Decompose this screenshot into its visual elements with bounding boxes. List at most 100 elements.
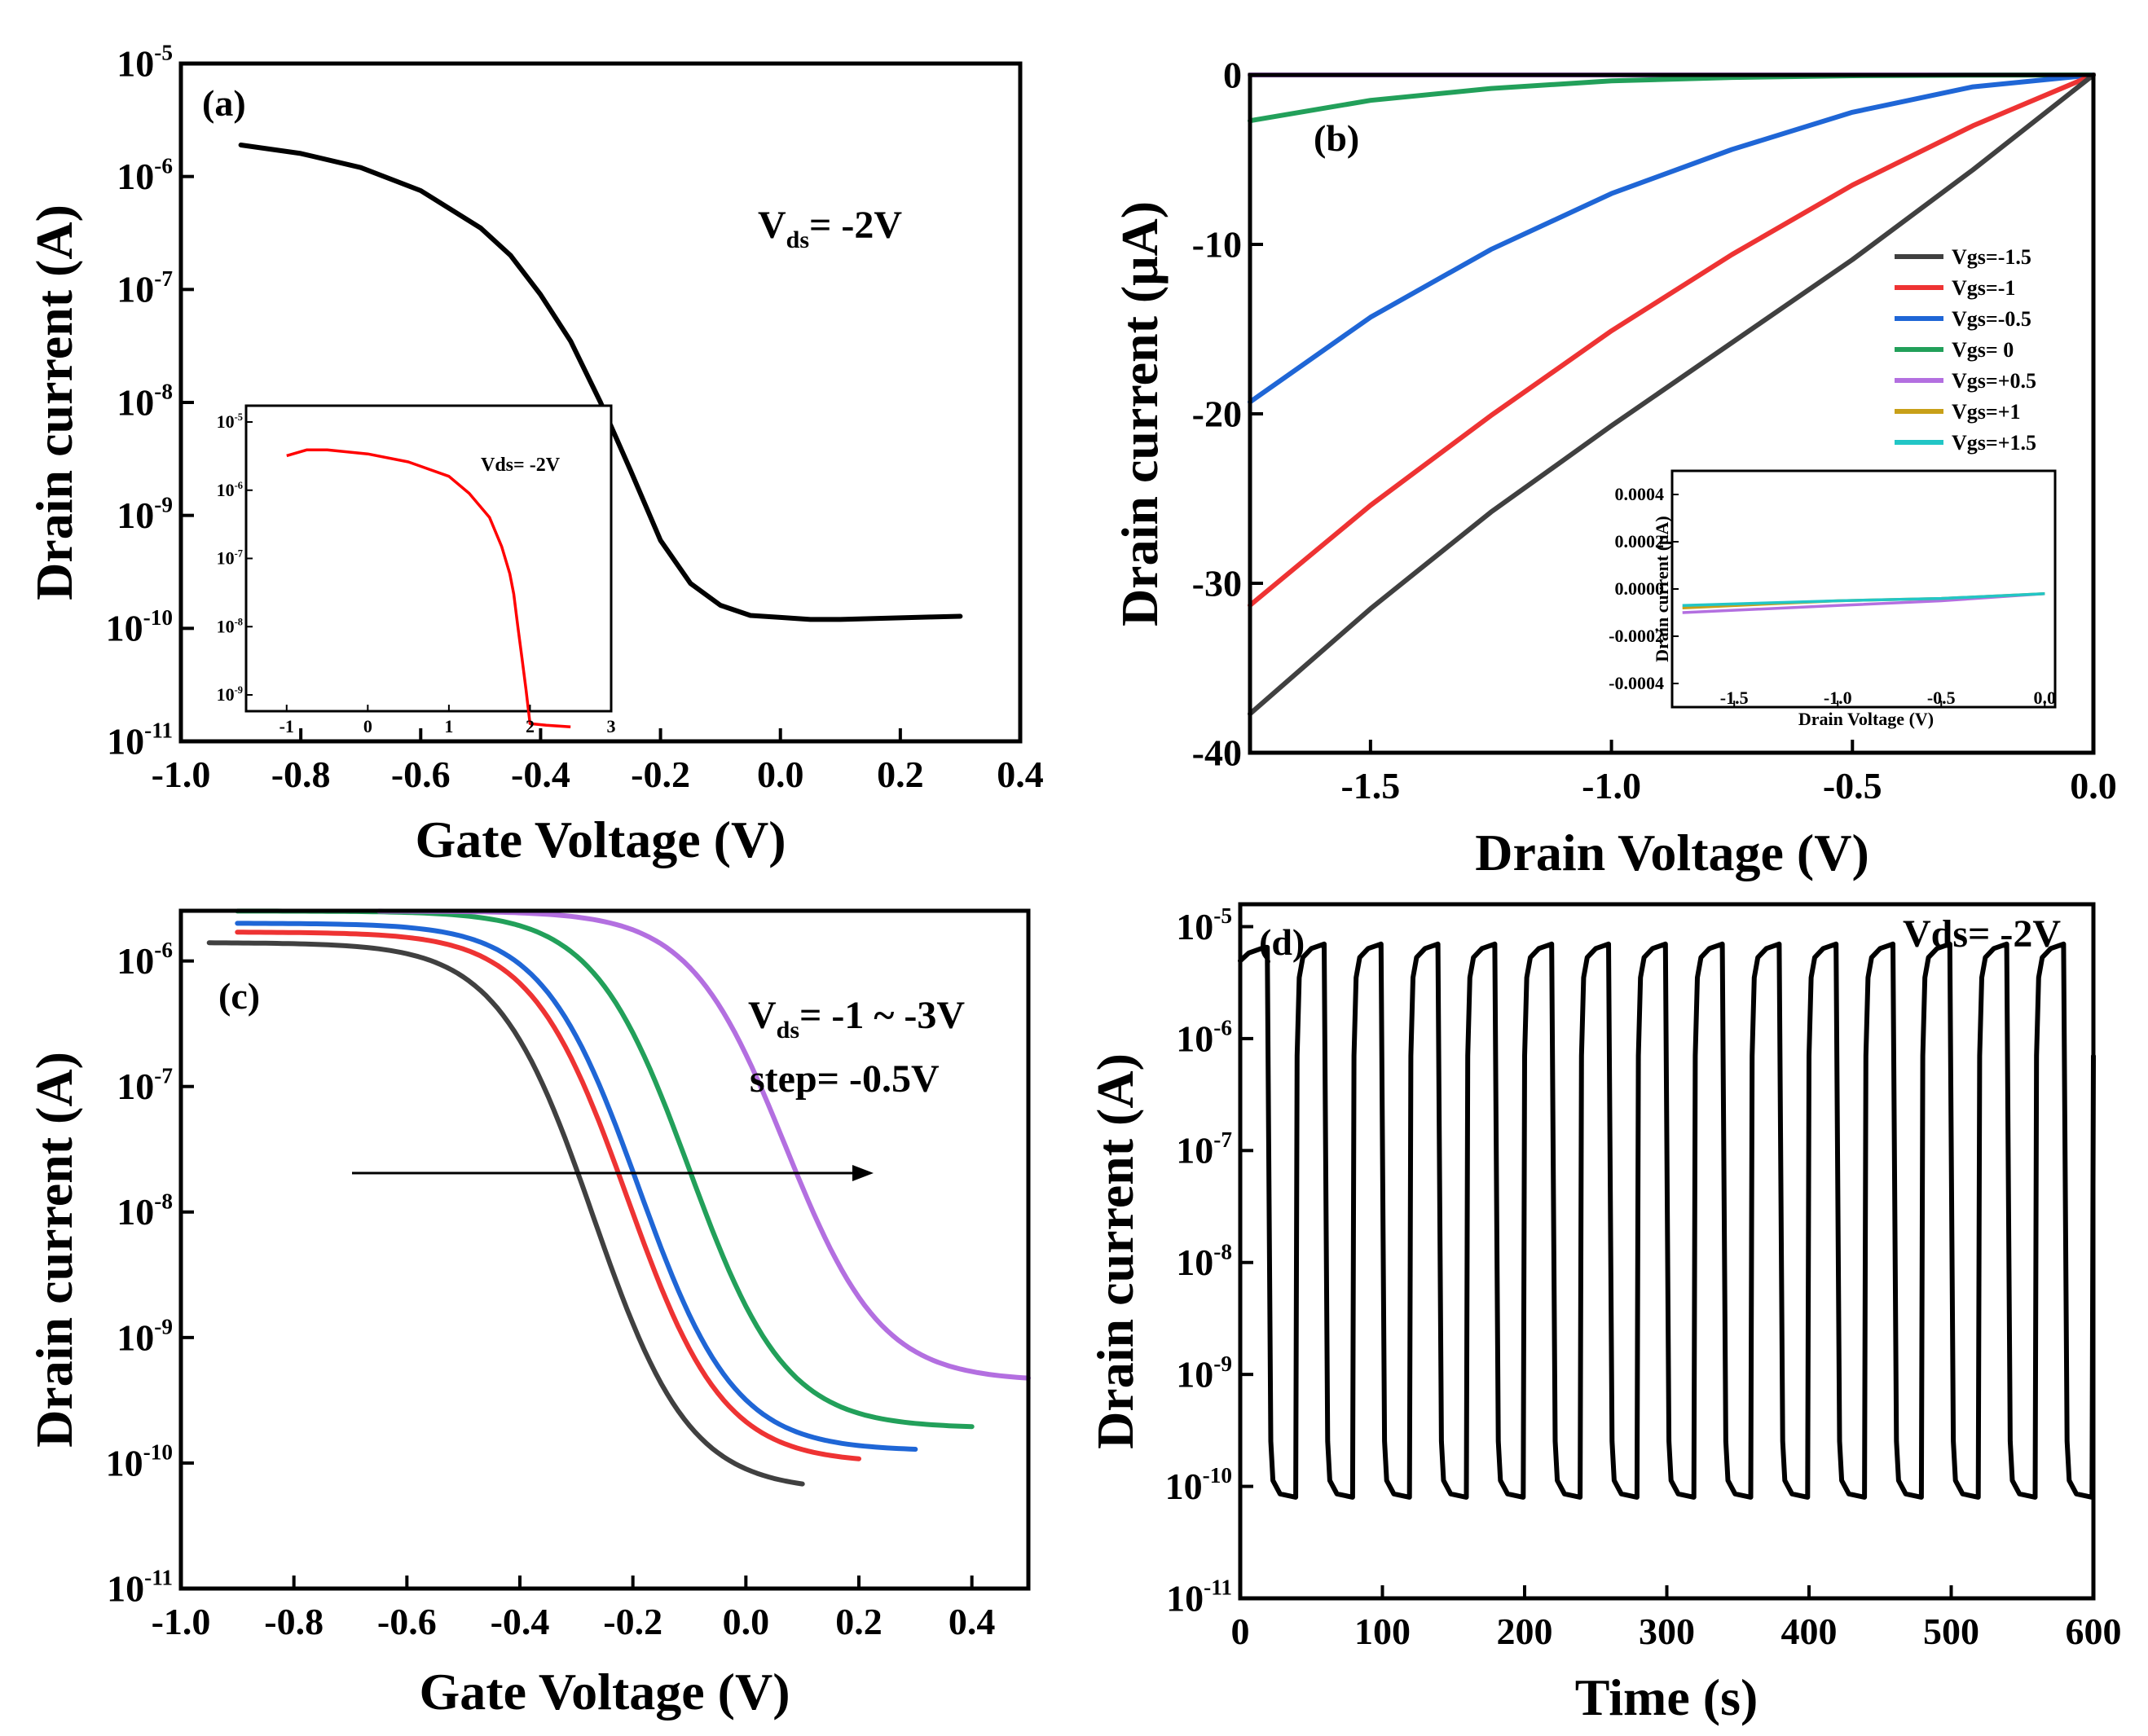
a-inset-y-tick-label: 10-6 xyxy=(217,480,243,500)
c-panel-label: (c) xyxy=(218,975,260,1017)
a-y-ticks: 10-11 10-10 10-9 10-8 10-7 10-6 10-5 xyxy=(106,41,194,762)
b-series-line xyxy=(1248,73,2096,124)
d-y-tick-label: 10-6 xyxy=(1176,1016,1232,1060)
b-legend: Vgs=-1.5 Vgs=-1 Vgs=-0.5 Vgs= 0 Vgs=+0.5 Vgs=… xyxy=(1895,245,2036,455)
c-y-tick-label: 10-10 xyxy=(106,1440,173,1484)
b-y-tick-label: -20 xyxy=(1192,393,1242,434)
c-y-tick-label: 10-9 xyxy=(117,1314,173,1358)
c-shift-arrow xyxy=(352,1165,874,1181)
a-x-tick-label: 0.4 xyxy=(997,754,1044,795)
c-x-tick-label: 0.4 xyxy=(949,1601,996,1642)
b-x-axis-label: Drain Voltage (V) xyxy=(1475,824,1869,881)
a-x-tick-label: 0.2 xyxy=(877,754,924,795)
a-y-tick-label: 10-10 xyxy=(106,605,173,649)
a-inset-x-tick-label: 0 xyxy=(363,716,372,736)
a-x-tick-label: -1.0 xyxy=(152,754,211,795)
b-inset-plot-area xyxy=(1682,592,2045,614)
a-x-tick-label: -0.4 xyxy=(511,754,570,795)
b-inset-x-axis-label: Drain Voltage (V) xyxy=(1798,709,1934,729)
c-series-line xyxy=(235,921,918,1452)
b-inset-x-tick-label: -1.5 xyxy=(1720,688,1749,708)
a-inset-annotation: Vds= -2V xyxy=(481,455,561,476)
c-y-tick-label: 10-8 xyxy=(117,1189,173,1233)
a-plot-area xyxy=(238,143,963,622)
b-legend-label: Vgs= 0 xyxy=(1952,338,2014,362)
c-y-tick-label: 10-6 xyxy=(117,938,173,982)
a-panel-label: (a) xyxy=(202,82,246,124)
d-y-tick-label: 10-5 xyxy=(1176,903,1232,947)
d-x-tick-label: 300 xyxy=(1639,1611,1695,1652)
d-y-axis-label: Drain current (A) xyxy=(1086,1053,1144,1449)
d-panel-label: (d) xyxy=(1259,921,1305,963)
c-x-tick-label: -1.0 xyxy=(152,1601,211,1642)
a-x-axis-label: Gate Voltage (V) xyxy=(415,811,786,868)
d-y-ticks: 10-11 10-10 10-9 10-8 10-7 10-6 10-5 xyxy=(1165,903,1253,1619)
a-y-tick-label: 10-6 xyxy=(117,153,173,197)
d-x-tick-label: 400 xyxy=(1781,1611,1838,1652)
b-x-tick-label: -1.5 xyxy=(1340,765,1400,806)
c-step-annotation: step= -0.5V xyxy=(750,1057,940,1101)
b-inset-y-axis-label: Drain current (μA) xyxy=(1652,516,1672,661)
b-inset-y-tick-label: 0.0002 xyxy=(1615,531,1665,552)
a-inset-y-tick-label: 10-7 xyxy=(217,548,243,569)
b-x-ticks: -1.5 -1.0 -0.5 0.0 xyxy=(1340,740,2117,806)
c-x-tick-label: -0.2 xyxy=(603,1601,662,1642)
b-inset-y-tick-label: 0.0000 xyxy=(1615,578,1665,599)
panel-c: -1.0 -0.8 -0.6 -0.4 -0.2 0.0 0.2 0.4 10-11 10-10… xyxy=(25,908,1031,1721)
b-inset-y-tick-label: 0.0004 xyxy=(1615,484,1665,504)
a-y-axis-label: Drain current (A) xyxy=(25,204,83,600)
a-series-line xyxy=(238,143,963,622)
b-inset-y-tick-label: -0.0004 xyxy=(1609,673,1664,693)
a-inset-x-tick-label: 1 xyxy=(444,716,453,736)
a-y-tick-label: 10-8 xyxy=(117,380,173,424)
a-x-tick-label: 0.0 xyxy=(757,754,804,795)
b-inset: -1.5 -1.0 -0.5 0.0 0.0004 0.0002 0.0000 -0.000… xyxy=(1609,469,2057,729)
a-inset-x-tick-label: 3 xyxy=(607,716,616,736)
a-y-tick-label: 10-9 xyxy=(117,492,173,536)
b-series-line xyxy=(1248,73,2096,608)
a-inset-frame xyxy=(244,404,613,713)
c-x-tick-label: -0.8 xyxy=(264,1601,324,1642)
b-x-tick-label: 0.0 xyxy=(2070,765,2117,806)
b-inset-x-ticks: -1.5 -1.0 -0.5 0.0 xyxy=(1720,688,2056,708)
b-panel-label: (b) xyxy=(1314,117,1359,159)
c-y-ticks: 10-11 10-10 10-9 10-8 10-7 10-6 xyxy=(106,938,194,1609)
b-legend-label: Vgs=+1.5 xyxy=(1952,431,2036,455)
d-x-tick-label: 100 xyxy=(1354,1611,1411,1652)
b-series-line xyxy=(1248,73,2096,405)
c-series-line xyxy=(376,908,1031,1381)
a-x-tick-label: -0.8 xyxy=(271,754,331,795)
a-inset-y-ticks: 10-9 10-8 10-7 10-6 10-5 xyxy=(217,411,253,705)
a-inset-plot-area xyxy=(286,448,571,728)
b-legend-label: Vgs=+0.5 xyxy=(1952,369,2036,393)
d-y-tick-label: 10-8 xyxy=(1176,1239,1232,1283)
c-y-tick-label: 10-7 xyxy=(117,1063,173,1107)
a-inset-y-tick-label: 10-9 xyxy=(217,684,243,705)
d-x-tick-label: 0 xyxy=(1231,1611,1250,1652)
b-y-tick-label: 0 xyxy=(1223,54,1242,95)
b-x-tick-label: -1.0 xyxy=(1582,765,1641,806)
b-series-line xyxy=(1248,73,2096,717)
d-y-tick-label: 10-9 xyxy=(1176,1351,1232,1395)
d-plot-area xyxy=(1238,941,2096,1500)
b-inset-x-tick-label: 0.0 xyxy=(2034,688,2057,708)
a-inset-series-line xyxy=(286,448,571,728)
d-x-axis-label: Time (s) xyxy=(1575,1668,1758,1726)
b-inset-y-ticks: 0.0004 0.0002 0.0000 -0.0002 -0.0004 xyxy=(1609,484,1679,693)
c-x-ticks: -1.0 -0.8 -0.6 -0.4 -0.2 0.0 0.2 0.4 xyxy=(152,1576,996,1642)
d-x-ticks: 0 100 200 300 400 500 600 xyxy=(1231,1585,2122,1652)
a-x-tick-label: -0.6 xyxy=(391,754,451,795)
a-x-tick-label: -0.2 xyxy=(631,754,690,795)
b-inset-series-line xyxy=(1682,592,2045,608)
c-series-line xyxy=(206,940,805,1487)
a-inset-y-tick-label: 10-8 xyxy=(217,616,243,636)
d-x-tick-label: 600 xyxy=(2066,1611,2122,1652)
d-y-tick-label: 10-10 xyxy=(1165,1463,1232,1507)
a-inset-x-ticks: -1 0 1 2 3 xyxy=(280,705,616,736)
c-y-tick-label: 10-11 xyxy=(107,1566,173,1610)
d-series-line xyxy=(1238,941,2096,1500)
c-arrow-head xyxy=(852,1165,874,1181)
b-inset-x-tick-label: -1.0 xyxy=(1824,688,1852,708)
b-inset-x-tick-label: -0.5 xyxy=(1927,688,1956,708)
panel-a: -1.0 -0.8 -0.6 -0.4 -0.2 0.0 0.2 0.4 10-11 10-10… xyxy=(25,41,1044,868)
